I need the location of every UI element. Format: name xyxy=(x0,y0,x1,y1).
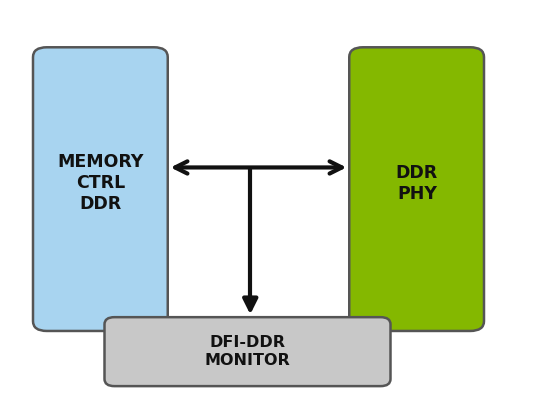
Text: DFI-DDR
MONITOR: DFI-DDR MONITOR xyxy=(205,335,290,368)
FancyBboxPatch shape xyxy=(104,317,390,386)
FancyBboxPatch shape xyxy=(33,47,168,331)
FancyBboxPatch shape xyxy=(349,47,484,331)
Text: MEMORY
CTRL
DDR: MEMORY CTRL DDR xyxy=(57,153,144,213)
Text: DDR
PHY: DDR PHY xyxy=(396,164,438,203)
